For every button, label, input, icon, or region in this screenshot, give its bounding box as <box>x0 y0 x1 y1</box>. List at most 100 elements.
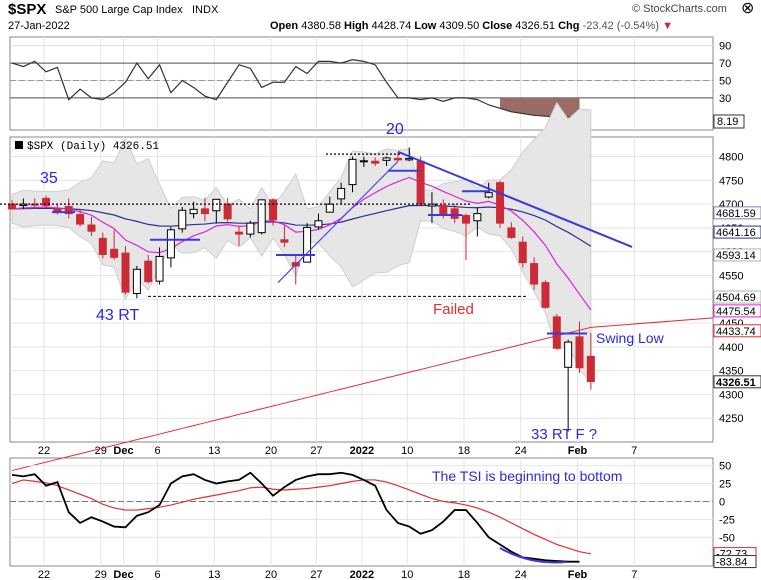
candle-body <box>246 222 255 235</box>
candle-body <box>496 182 505 224</box>
tsi-x-tick-label: 2022 <box>350 569 374 580</box>
candle-body <box>564 341 573 368</box>
candle-body <box>314 220 323 228</box>
candle-body <box>337 187 346 200</box>
tsi-x-tick-label: Dec <box>113 569 133 580</box>
chg-value: -23.42 (-0.54%) <box>582 20 659 32</box>
symbol: $SPX <box>8 1 47 18</box>
candle-body <box>212 198 221 212</box>
tsi-bottom-arc <box>499 547 567 564</box>
sma-long-line <box>11 317 714 472</box>
tsi-x-tick-label: 22 <box>38 569 50 580</box>
candle-body <box>484 192 493 198</box>
candle-body <box>371 160 380 164</box>
price-value-tag <box>713 375 761 389</box>
price-value-tag <box>713 206 761 220</box>
price-value-tag <box>713 248 761 262</box>
candle-body <box>200 208 209 215</box>
close-icon[interactable]: ⊗ <box>741 0 755 17</box>
price-x-tick-label: 13 <box>208 445 220 457</box>
price-x-tick-label: 20 <box>265 445 277 457</box>
candle-body <box>110 248 119 258</box>
candle-body <box>427 203 436 207</box>
rsi-y-tick-label: 30 <box>719 93 731 105</box>
price-x-tick-label: Dec <box>113 445 133 457</box>
close-value: 4326.51 <box>515 20 556 32</box>
candle-body <box>121 252 130 293</box>
price-x-tick-label: 27 <box>310 445 322 457</box>
rsi-last-value-tag <box>713 114 745 129</box>
candle-body <box>473 213 482 222</box>
tsi-value-tag-text: -83.84 <box>716 557 747 569</box>
down-trendline <box>397 150 633 248</box>
candle-body <box>19 203 28 207</box>
candle-body <box>405 157 414 161</box>
ohlc-bar: Open 4380.58 High 4428.74 Low 4309.50 Cl… <box>270 20 673 32</box>
high-value: 4428.74 <box>371 20 412 32</box>
candle-body <box>586 355 595 383</box>
price-y-tick-label: 4300 <box>719 389 743 401</box>
tsi-x-tick-label: 24 <box>515 569 527 580</box>
tsi-x-tick-label: 10 <box>401 569 413 580</box>
annotation-tsi: The TSI is beginning to bottom <box>432 468 622 484</box>
candle-body <box>178 209 187 230</box>
annotation-35: 35 <box>40 170 58 187</box>
price-value-tag-text: 4504.69 <box>716 292 756 304</box>
price-value-tag <box>713 290 761 304</box>
candle-body <box>257 199 266 234</box>
candle-body <box>8 203 16 210</box>
tsi-y-tick-label: -25 <box>719 514 735 526</box>
candle-body <box>269 199 278 221</box>
exchange: INDX <box>192 4 219 16</box>
annotation-swing-low: Swing Low <box>596 330 665 346</box>
candle-body <box>450 208 459 219</box>
candle-body <box>439 205 448 216</box>
price-x-tick-label: 24 <box>515 445 527 457</box>
candle-body <box>530 263 539 285</box>
price-y-tick-label: 4550 <box>719 270 743 282</box>
candle-body <box>155 255 164 282</box>
open-value: 4380.58 <box>301 20 341 32</box>
candle-body <box>144 260 153 283</box>
ema-fast-line <box>11 176 592 311</box>
chg-label: Chg <box>558 20 580 32</box>
tsi-y-tick-label: -50 <box>719 532 735 544</box>
price-y-tick-label: 4250 <box>719 413 743 425</box>
candle-body <box>223 203 232 220</box>
tsi-x-tick-label: 29 <box>95 569 107 580</box>
price-x-tick-label: Feb <box>568 445 588 457</box>
ema-mid-line <box>11 204 592 247</box>
price-value-tag-text: 4681.59 <box>716 208 756 220</box>
candle-body <box>348 158 357 186</box>
watermark: © StockCharts.com <box>632 3 727 15</box>
price-y-tick-label: 4750 <box>719 175 743 187</box>
tsi-line <box>11 471 580 563</box>
tsi-y-tick-label: 50 <box>719 461 731 473</box>
index-name: S&P 500 Large Cap Index <box>55 4 183 16</box>
candle-body <box>98 237 107 256</box>
legend-candle-icon <box>15 141 23 149</box>
candle-body <box>541 282 550 308</box>
annotation-20: 20 <box>386 121 404 138</box>
tsi-value-tag <box>713 555 757 569</box>
close-label: Close <box>482 20 513 32</box>
tsi-x-tick-label: Feb <box>568 569 588 580</box>
rsi-oversold-fill <box>500 97 580 118</box>
candle-body <box>462 215 470 224</box>
price-value-tag-text: 4326.51 <box>716 377 756 389</box>
price-x-tick-label: 10 <box>401 445 413 457</box>
price-value-tag-text: 4475.54 <box>716 306 756 318</box>
tsi-signal-line <box>11 479 591 555</box>
price-y-tick-label: 4800 <box>719 152 743 164</box>
price-y-tick-label: 4400 <box>719 342 743 354</box>
price-x-tick-label: 6 <box>154 445 160 457</box>
price-x-tick-label: 7 <box>631 445 637 457</box>
price-value-tag-text: 4593.14 <box>716 250 756 262</box>
tsi-x-tick-label: 20 <box>265 569 277 580</box>
candle-body <box>87 224 96 232</box>
candle-body <box>303 226 312 263</box>
candle-body <box>42 197 51 207</box>
price-x-tick-label: 18 <box>458 445 470 457</box>
chart-date: 27-Jan-2022 <box>8 20 70 32</box>
tsi-y-tick-label: 0 <box>719 496 725 508</box>
